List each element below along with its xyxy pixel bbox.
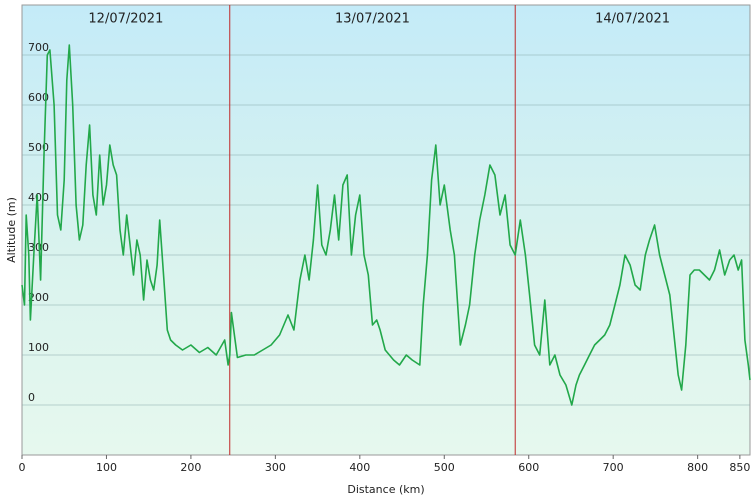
x-tick-label: 100: [96, 461, 117, 474]
x-tick-label: 0: [19, 461, 26, 474]
y-tick-label: 0: [28, 391, 35, 404]
x-axis-label: Distance (km): [347, 483, 424, 496]
plot-area: [21, 4, 751, 456]
day-label: 13/07/2021: [335, 12, 410, 27]
y-tick-label: 500: [28, 141, 49, 154]
x-tick-label: 850: [729, 461, 750, 474]
y-tick-label: 600: [28, 91, 49, 104]
x-tick-label: 200: [180, 461, 201, 474]
x-tick-label: 500: [434, 461, 455, 474]
day-label: 12/07/2021: [88, 12, 163, 27]
y-tick-label: 400: [28, 191, 49, 204]
day-label: 14/07/2021: [595, 12, 670, 27]
y-axis-label: Altitude (m): [5, 197, 18, 263]
x-tick-label: 400: [349, 461, 370, 474]
y-tick-label: 100: [28, 341, 49, 354]
y-tick-label: 200: [28, 291, 49, 304]
x-tick-label: 800: [687, 461, 708, 474]
altitude-line: [21, 44, 751, 406]
x-tick-label: 700: [603, 461, 624, 474]
x-tick-label: 600: [518, 461, 539, 474]
x-tick-label: 300: [265, 461, 286, 474]
y-tick-label: 700: [28, 41, 49, 54]
